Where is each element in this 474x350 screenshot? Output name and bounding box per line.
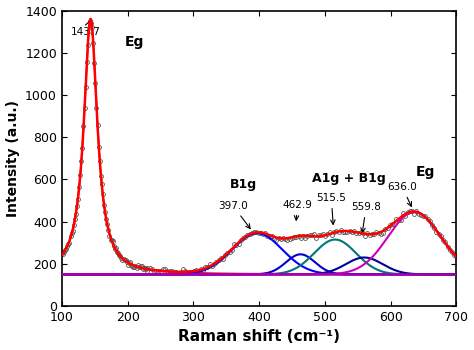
Text: 515.5: 515.5 (316, 193, 346, 224)
Text: 397.0: 397.0 (219, 201, 250, 229)
Text: 636.0: 636.0 (387, 182, 417, 206)
Text: B1g: B1g (229, 178, 257, 191)
Text: 143.7: 143.7 (71, 21, 100, 37)
Text: 462.9: 462.9 (282, 200, 312, 220)
Text: Eg: Eg (416, 164, 435, 178)
Text: A1g + B1g: A1g + B1g (312, 172, 385, 184)
Text: 559.8: 559.8 (351, 202, 381, 232)
Y-axis label: Intensity (a.u.): Intensity (a.u.) (6, 100, 19, 217)
Text: Eg: Eg (124, 35, 144, 49)
X-axis label: Raman shift (cm⁻¹): Raman shift (cm⁻¹) (178, 329, 340, 344)
